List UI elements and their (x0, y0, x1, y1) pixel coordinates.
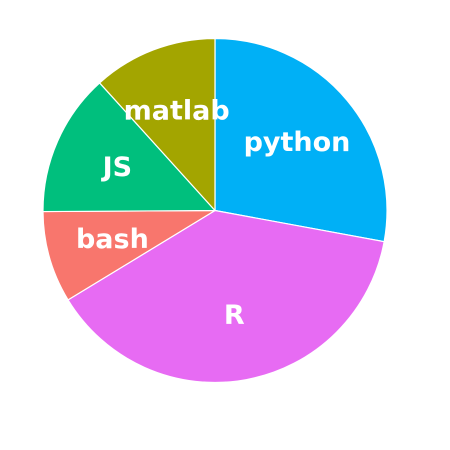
pie-slice-python (214, 37, 388, 243)
slice-label-js: JS (101, 152, 133, 183)
slice-label-python: python (244, 127, 351, 158)
pie-slice-bash (42, 209, 216, 301)
slice-label-bash: bash (76, 224, 149, 255)
pie-slice-matlab (99, 37, 216, 212)
slice-label-matlab: matlab (124, 96, 230, 127)
slices-layer (42, 37, 388, 384)
pie-slice-r (67, 209, 385, 384)
slice-label-r: R (224, 300, 245, 331)
pie-slice-js (42, 82, 216, 213)
